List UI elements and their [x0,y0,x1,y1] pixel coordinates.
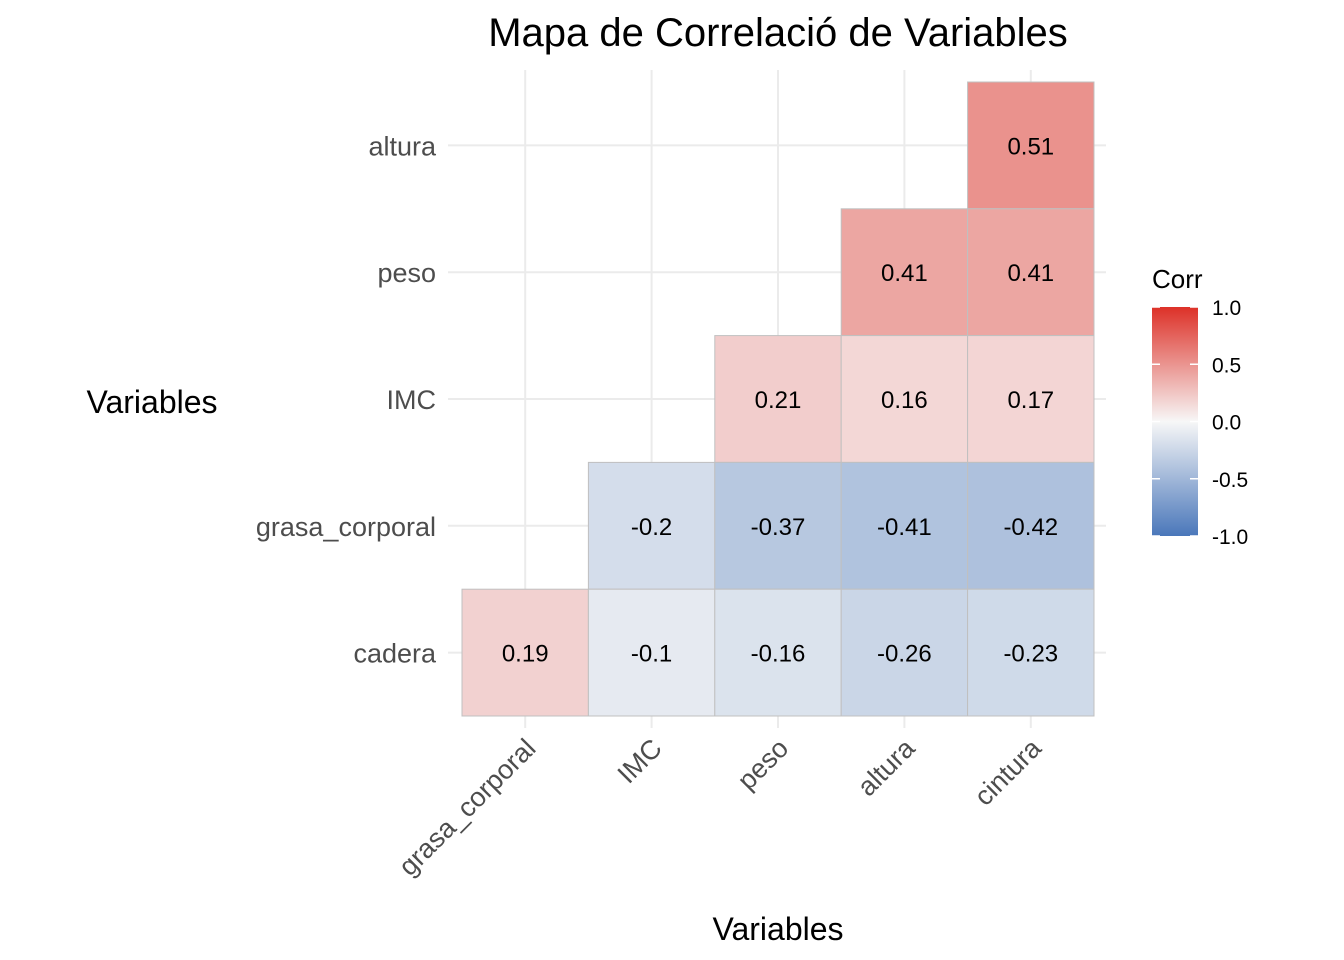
cell-value-label: 0.17 [1007,387,1054,414]
cell-value-label: -0.23 [1003,641,1058,668]
x-tick-label: peso [732,733,795,796]
cell-value-label: -0.2 [631,514,672,541]
cell-value-label: 0.51 [1007,133,1054,160]
chart-title: Mapa de Correlació de Variables [488,11,1068,55]
y-tick-label: cadera [353,639,437,669]
heatmap-cell-cadera-grasa_corporal [461,588,589,717]
heatmap-cell-altura-cintura [967,81,1095,210]
cell-value-label: 0.41 [1007,260,1054,287]
y-tick-label: altura [368,131,437,161]
cell-value-label: 0.41 [881,260,928,287]
cell-value-label: 0.16 [881,387,928,414]
heatmap-cell-grasa_corporal-peso [714,461,842,590]
heatmap-cell-peso-altura [840,208,969,337]
cell-value-label: -0.41 [877,514,932,541]
heatmap-cell-cadera-peso [714,588,842,717]
x-tick-label: cintura [969,732,1048,811]
cell-value-label: -0.42 [1003,514,1058,541]
cell-value-label: -0.26 [877,641,932,668]
legend-tick-label: 0.5 [1212,354,1241,377]
x-axis-title: Variables [712,911,843,947]
legend-title: Corr [1152,264,1203,294]
heatmap-cell-IMC-altura [840,335,969,463]
x-tick-label: IMC [612,733,668,789]
cell-value-label: -0.1 [631,641,672,668]
heatmap-cell-cadera-cintura [967,588,1095,717]
heatmap-cell-IMC-cintura [967,335,1095,463]
legend-tick-label: 0.0 [1212,412,1241,435]
y-tick-label: grasa_corporal [256,512,436,542]
cell-value-label: -0.37 [751,514,806,541]
legend-ticks: 1.0 0.5 0.0 -0.5 -1.0 [1152,297,1248,549]
cell-value-label: 0.21 [755,387,802,414]
legend-tick-label: -0.5 [1212,469,1248,492]
x-tick-label: altura [852,732,922,802]
heatmap-cell-grasa_corporal-altura [840,461,969,590]
x-tick-label: grasa_corporal [393,733,542,882]
heatmap-cell-cadera-altura [840,588,969,717]
heatmap-cell-IMC-peso [714,335,842,463]
y-axis-title: Variables [86,384,217,420]
x-axis-ticks: grasa_corporal IMC peso altura cintura [393,732,1048,881]
color-legend: Corr 1.0 0.5 0.0 -0.5 -1.0 [1152,264,1248,549]
cell-value-label: 0.19 [502,641,549,668]
legend-tick-label: 1.0 [1212,297,1241,320]
cell-value-label: -0.16 [751,641,806,668]
heatmap-cell-grasa_corporal-cintura [967,461,1095,590]
legend-tick-label: -1.0 [1212,526,1248,549]
heatmap-cell-grasa_corporal-IMC [587,461,716,590]
y-tick-label: peso [377,258,436,288]
y-tick-label: IMC [387,385,437,415]
heatmap-cell-cadera-IMC [587,588,716,717]
heatmap-cells: 0.51 0.41 0.41 0.21 0.16 0.17 -0.2 -0.37 -0.41 -0… [461,81,1095,717]
